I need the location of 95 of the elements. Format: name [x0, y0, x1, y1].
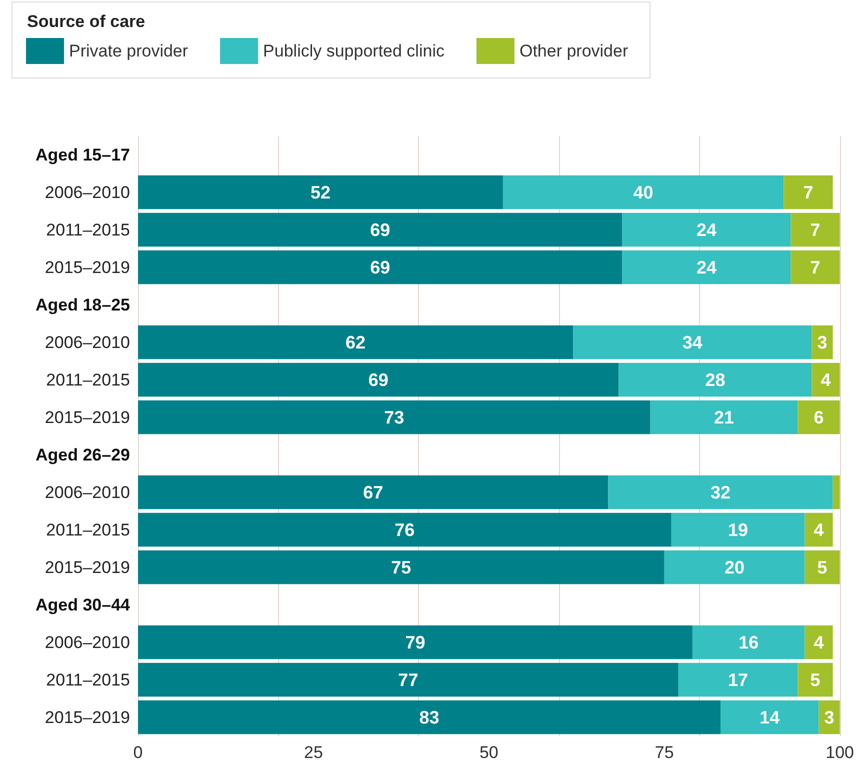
bar	[138, 512, 672, 547]
data-label: 34	[682, 332, 702, 352]
y-tick-label: Aged 15–17	[36, 145, 130, 164]
data-label: 3	[817, 332, 828, 352]
bar	[502, 175, 784, 210]
bar	[138, 625, 692, 660]
y-tick-label: 2011–2015	[46, 520, 130, 540]
data-label: 83	[419, 707, 440, 728]
bar	[138, 662, 678, 697]
data-label: 62	[346, 332, 366, 352]
data-label: 76	[394, 520, 415, 540]
data-label: 16	[738, 632, 759, 652]
bar	[573, 325, 812, 360]
data-label: 5	[810, 670, 820, 690]
y-tick-label: 2006–2010	[44, 482, 130, 502]
x-tick-label: 50	[479, 743, 498, 762]
legend-label: Publicly supported clinic	[263, 42, 445, 60]
bar	[138, 325, 574, 360]
bar	[664, 550, 805, 584]
bar	[798, 662, 833, 697]
y-tick-label: Aged 26–29	[36, 445, 130, 464]
y-tick-label: Aged 18–25	[36, 295, 130, 314]
bar	[804, 550, 840, 584]
data-label: 32	[710, 482, 731, 502]
bar	[618, 362, 812, 397]
legend-title: Source of care	[27, 12, 146, 31]
data-label: 21	[714, 407, 734, 428]
bar	[138, 250, 622, 284]
x-tick-label: 100	[826, 743, 854, 762]
data-label: 7	[803, 182, 814, 202]
y-tick-label: 2015–2019	[44, 408, 130, 427]
bar	[720, 700, 819, 734]
y-tick-label: 2015–2019	[44, 558, 130, 577]
data-label: 4	[814, 520, 824, 540]
bar	[784, 175, 833, 210]
data-label: 40	[633, 182, 654, 202]
y-tick-label: 2006–2010	[44, 182, 130, 202]
data-label: 7	[810, 257, 820, 278]
data-label: 3	[824, 707, 834, 728]
data-label: 73	[384, 407, 404, 428]
bar	[798, 400, 840, 434]
data-label: 75	[391, 557, 412, 578]
data-label: 24	[696, 257, 716, 278]
bar	[138, 475, 608, 510]
bar	[138, 362, 619, 397]
y-tick-label: 2015–2019	[44, 708, 130, 727]
data-label: 5	[817, 557, 828, 578]
bar	[608, 475, 833, 510]
y-tick-label: 2006–2010	[44, 632, 130, 652]
data-label: 79	[405, 632, 426, 652]
bar	[622, 250, 791, 284]
bar	[138, 700, 721, 734]
y-tick-label: 2011–2015	[46, 220, 130, 240]
data-label: 24	[696, 220, 716, 240]
legend-label: Private provider	[69, 42, 188, 60]
y-tick-label: 2015–2019	[44, 258, 130, 277]
bar	[138, 550, 664, 584]
bar	[812, 362, 840, 397]
data-label: 4	[820, 370, 831, 390]
bar	[804, 512, 833, 547]
bar	[804, 625, 833, 660]
bar	[832, 475, 840, 510]
x-tick-label: 0	[133, 743, 143, 762]
bar	[650, 400, 798, 434]
bar	[138, 400, 650, 434]
bar	[790, 250, 840, 284]
bar	[622, 212, 791, 247]
data-label: 77	[398, 670, 418, 690]
data-label: 20	[724, 557, 745, 578]
data-label: 6	[814, 407, 824, 428]
y-tick-label: 2011–2015	[46, 370, 130, 390]
x-tick-label: 25	[304, 743, 323, 762]
data-label: 67	[363, 482, 384, 502]
x-tick-label: 75	[654, 743, 674, 762]
data-label: 19	[728, 520, 748, 540]
data-label: 4	[814, 632, 824, 652]
data-label: 69	[370, 257, 390, 278]
bar	[692, 625, 805, 660]
bar	[678, 662, 798, 697]
bar	[138, 212, 622, 247]
data-label: 14	[760, 707, 780, 728]
data-label: 17	[728, 670, 748, 690]
bar	[138, 175, 503, 210]
legend-label: Other provider	[519, 42, 628, 60]
y-tick-label: 2006–2010	[44, 332, 130, 352]
bar	[671, 512, 805, 547]
data-label: 69	[368, 370, 388, 390]
data-label: 69	[370, 220, 390, 240]
y-tick-label: 2011–2015	[46, 670, 130, 690]
y-tick-label: Aged 30–44	[36, 595, 131, 614]
bar	[812, 325, 833, 360]
data-label: 7	[810, 220, 820, 240]
data-label: 28	[705, 370, 726, 390]
bar	[790, 212, 840, 247]
data-label: 52	[310, 182, 330, 202]
